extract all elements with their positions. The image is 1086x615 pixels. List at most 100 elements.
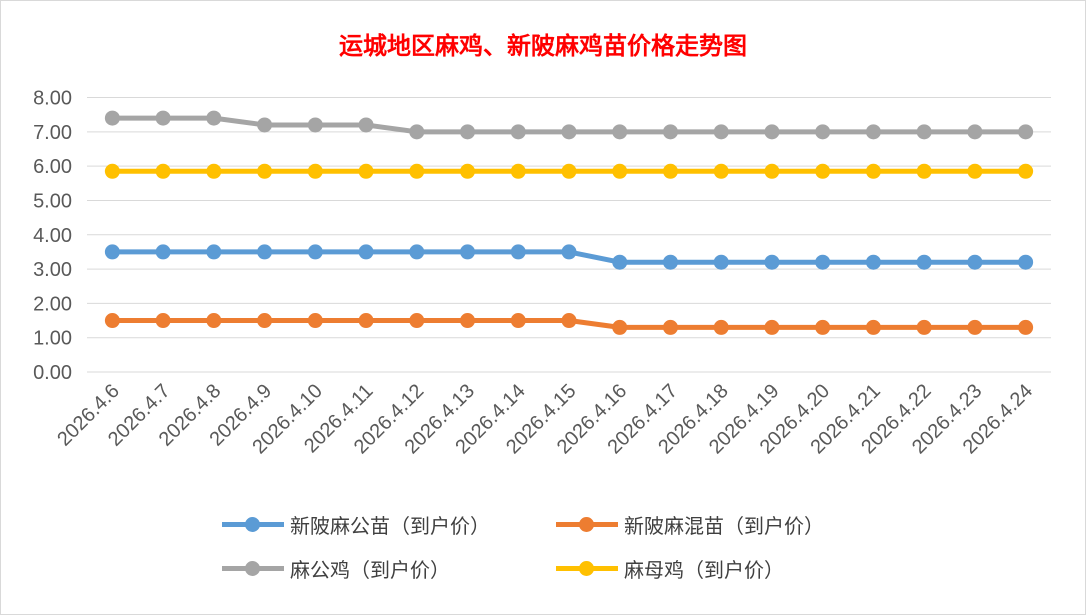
data-point-series-1	[206, 244, 222, 260]
data-point-series-1	[155, 244, 171, 260]
data-point-series-2	[916, 319, 932, 335]
data-point-series-4	[104, 163, 120, 179]
data-point-series-1	[815, 254, 831, 270]
legend-label-series-2: 新陂麻混苗（到户价）	[624, 513, 824, 538]
data-point-series-3	[104, 110, 120, 126]
data-point-series-3	[460, 124, 476, 140]
data-point-series-4	[662, 163, 678, 179]
legend-marker	[245, 517, 260, 532]
y-tick-label: 4.00	[33, 225, 72, 247]
data-point-series-1	[409, 244, 425, 260]
y-tick-label: 2.00	[33, 293, 72, 315]
legend-marker	[245, 561, 260, 576]
data-point-series-3	[561, 124, 577, 140]
data-point-series-4	[155, 163, 171, 179]
data-point-series-2	[510, 313, 526, 329]
data-point-series-2	[358, 313, 374, 329]
data-point-series-3	[815, 124, 831, 140]
data-point-series-4	[764, 163, 780, 179]
data-point-series-2	[409, 313, 425, 329]
legend-swatch-series-4	[556, 554, 618, 582]
data-point-series-3	[206, 110, 222, 126]
legend-label-series-1: 新陂麻公苗（到户价）	[290, 513, 490, 538]
data-point-series-2	[206, 313, 222, 329]
data-point-series-1	[662, 254, 678, 270]
data-point-series-1	[460, 244, 476, 260]
data-point-series-4	[713, 163, 729, 179]
legend-label-series-3: 麻公鸡（到户价）	[290, 557, 450, 582]
y-tick-label: 3.00	[33, 259, 72, 281]
y-tick-label: 0.00	[33, 362, 72, 384]
data-point-series-1	[967, 254, 983, 270]
data-point-series-4	[510, 163, 526, 179]
data-point-series-2	[1018, 319, 1034, 335]
data-point-series-2	[460, 313, 476, 329]
legend-marker	[579, 561, 594, 576]
legend-swatch-series-1	[222, 510, 284, 538]
data-point-series-3	[612, 124, 628, 140]
legend-item-series-1: 新陂麻公苗（到户价）	[222, 508, 490, 540]
data-point-series-4	[815, 163, 831, 179]
legend-item-series-3: 麻公鸡（到户价）	[222, 552, 450, 584]
data-point-series-4	[865, 163, 881, 179]
data-point-series-4	[409, 163, 425, 179]
data-point-series-1	[510, 244, 526, 260]
data-point-series-4	[561, 163, 577, 179]
data-point-series-2	[967, 319, 983, 335]
data-point-series-3	[967, 124, 983, 140]
y-tick-label: 8.00	[33, 88, 72, 110]
data-point-series-1	[358, 244, 374, 260]
data-point-series-3	[916, 124, 932, 140]
data-point-series-1	[307, 244, 323, 260]
y-tick-label: 5.00	[33, 190, 72, 212]
data-point-series-2	[662, 319, 678, 335]
data-point-series-1	[561, 244, 577, 260]
legend-item-series-2: 新陂麻混苗（到户价）	[556, 508, 824, 540]
data-point-series-2	[713, 319, 729, 335]
data-point-series-3	[409, 124, 425, 140]
data-point-series-4	[257, 163, 273, 179]
data-point-series-3	[662, 124, 678, 140]
data-point-series-4	[460, 163, 476, 179]
chart-title: 运城地区麻鸡、新陂麻鸡苗价格走势图	[339, 31, 747, 60]
data-point-series-4	[916, 163, 932, 179]
data-point-series-1	[713, 254, 729, 270]
data-point-series-1	[865, 254, 881, 270]
data-point-series-2	[612, 319, 628, 335]
data-point-series-2	[104, 313, 120, 329]
data-point-series-1	[916, 254, 932, 270]
legend-item-series-4: 麻母鸡（到户价）	[556, 552, 784, 584]
data-point-series-3	[764, 124, 780, 140]
data-point-series-2	[307, 313, 323, 329]
data-point-series-2	[815, 319, 831, 335]
data-point-series-4	[1018, 163, 1034, 179]
data-point-series-3	[1018, 124, 1034, 140]
legend-marker	[579, 517, 594, 532]
data-point-series-3	[358, 117, 374, 133]
y-tick-label: 7.00	[33, 122, 72, 144]
data-point-series-3	[713, 124, 729, 140]
data-point-series-1	[104, 244, 120, 260]
data-point-series-3	[865, 124, 881, 140]
legend-swatch-series-3	[222, 554, 284, 582]
data-point-series-3	[155, 110, 171, 126]
data-point-series-2	[257, 313, 273, 329]
data-point-series-4	[307, 163, 323, 179]
data-point-series-2	[155, 313, 171, 329]
data-point-series-2	[764, 319, 780, 335]
legend-label-series-4: 麻母鸡（到户价）	[624, 557, 784, 582]
data-point-series-4	[358, 163, 374, 179]
y-tick-label: 1.00	[33, 328, 72, 350]
data-point-series-2	[865, 319, 881, 335]
y-tick-label: 6.00	[33, 156, 72, 178]
data-point-series-1	[764, 254, 780, 270]
data-point-series-4	[206, 163, 222, 179]
data-point-series-3	[510, 124, 526, 140]
data-point-series-3	[257, 117, 273, 133]
data-point-series-1	[257, 244, 273, 260]
data-point-series-3	[307, 117, 323, 133]
data-point-series-4	[967, 163, 983, 179]
legend-swatch-series-2	[556, 510, 618, 538]
